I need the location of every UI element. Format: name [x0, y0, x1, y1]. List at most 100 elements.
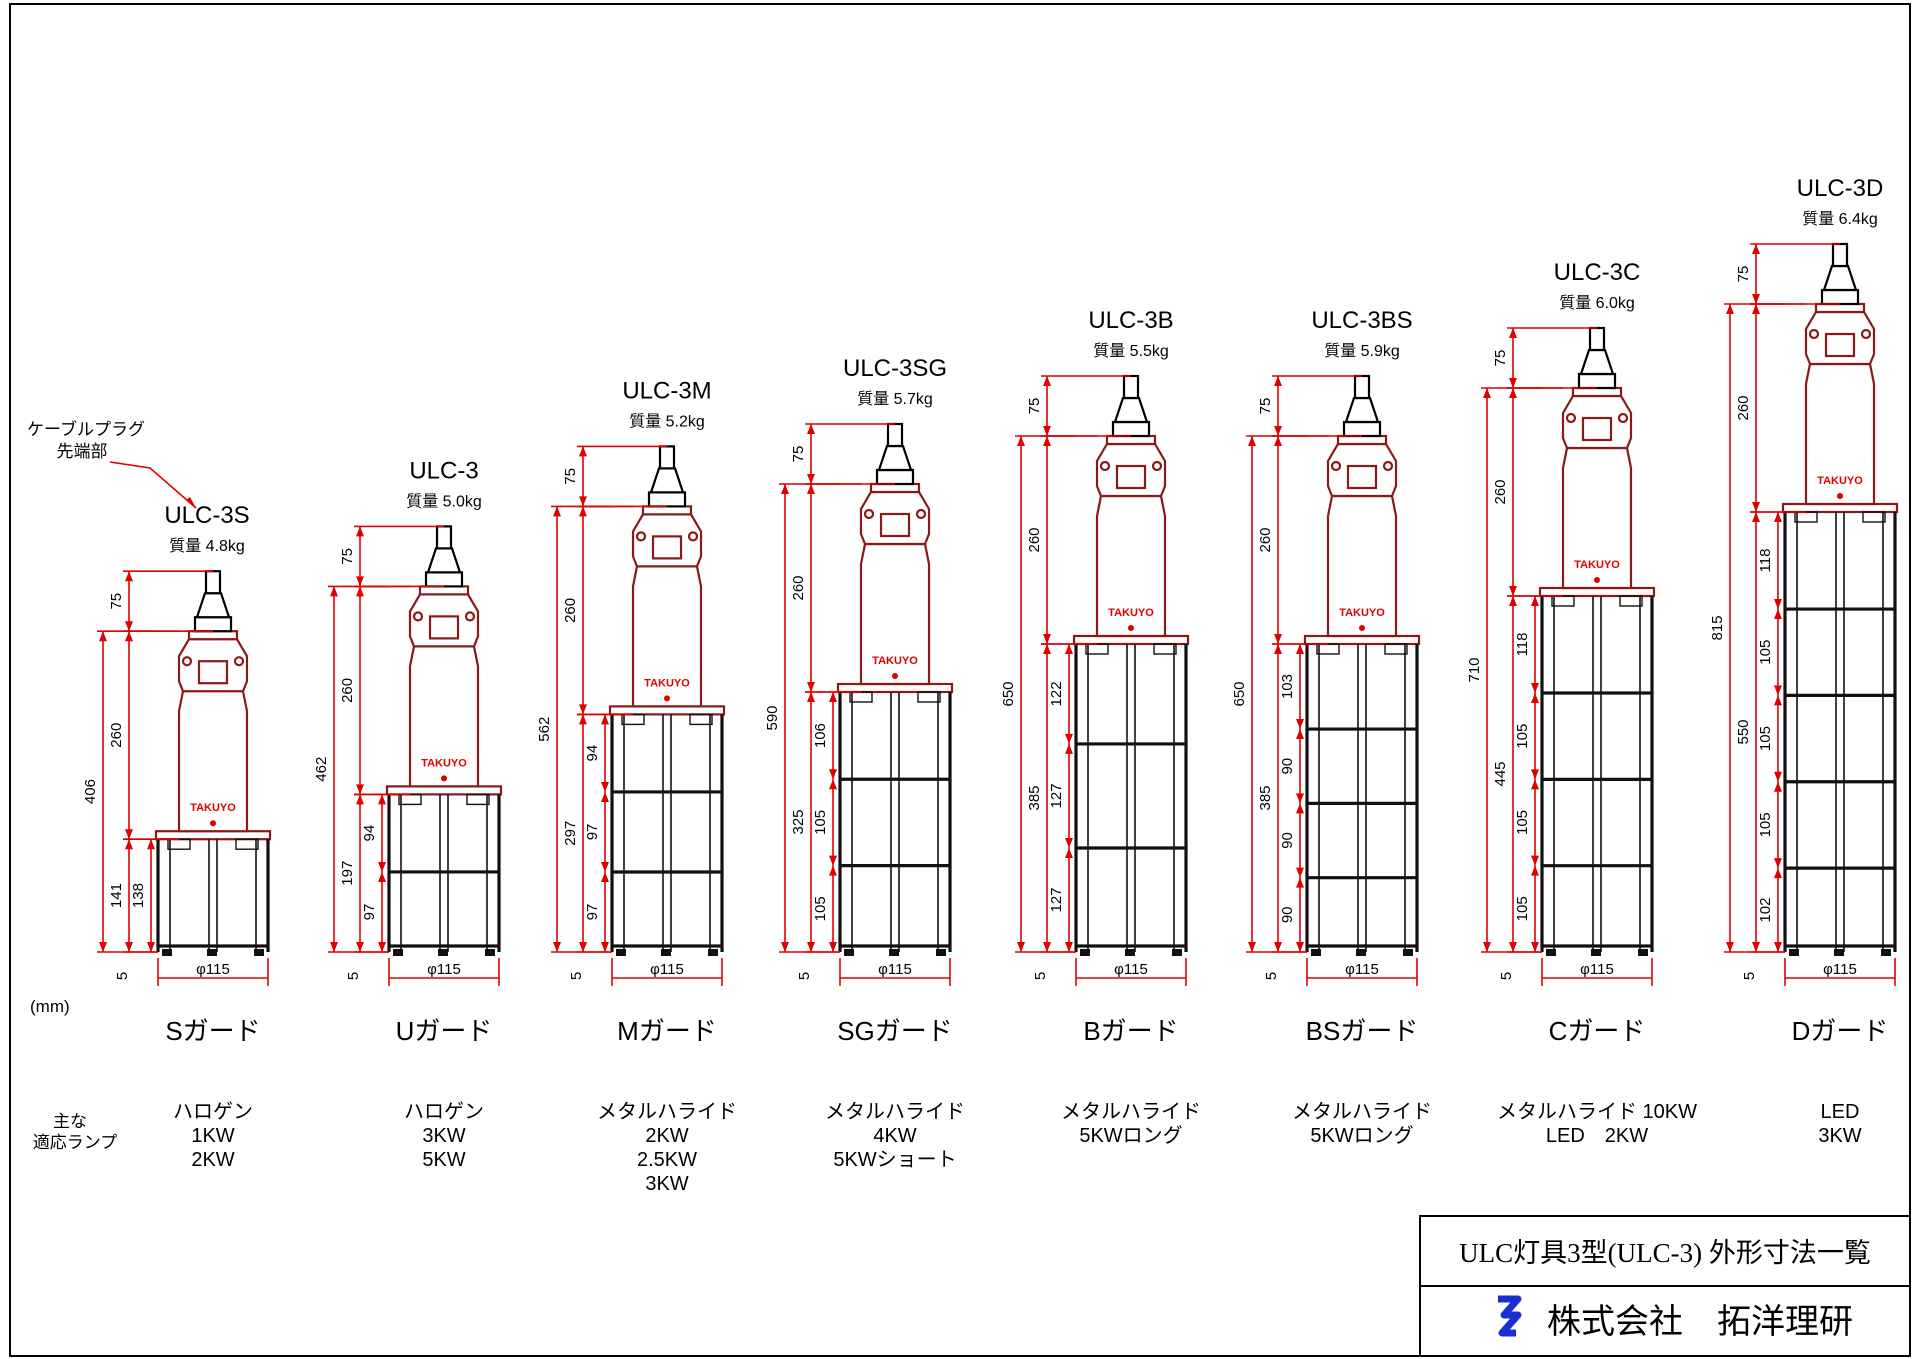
- cage-foot: [1080, 949, 1090, 956]
- dim-cage-sec-3-label: 97: [584, 904, 601, 921]
- cage-foot: [1403, 949, 1413, 956]
- brand-dot: [210, 820, 216, 827]
- dim-cage-arrow-bottom: [1274, 942, 1282, 952]
- lamp-type-1: メタルハライド: [825, 1100, 965, 1123]
- dim-body-arrow-bottom: [356, 784, 364, 795]
- dim-body-arrow-top: [807, 484, 815, 494]
- dimensions: 650 75 260 385 103 90 90 90 5 φ115: [1231, 375, 1418, 986]
- model-mass: 質量 5.7kg: [857, 390, 933, 408]
- dim-total-label: 650: [1000, 681, 1017, 706]
- dim-cage-sec-3-arrow-bottom: [1774, 771, 1782, 782]
- cable-plug: [193, 570, 233, 633]
- dim-plug-label: 75: [1026, 398, 1043, 415]
- dim-cage-label: 197: [339, 861, 356, 886]
- dim-diameter-label: φ115: [1114, 961, 1148, 978]
- dim-base-label: 5: [1263, 972, 1280, 980]
- lamp-bolt: [233, 656, 245, 667]
- dim-cage-sec-3-arrow-top: [1065, 847, 1073, 858]
- dim-plug-arrow-top: [356, 526, 364, 537]
- plug-nut: [1820, 288, 1860, 306]
- dim-body-arrow-top: [125, 631, 133, 642]
- dim-plug-arrow-top: [807, 424, 815, 434]
- dim-cage-sec-2-arrow-bottom: [1774, 685, 1782, 696]
- dim-cage-arrow-top: [579, 714, 587, 725]
- brand-mark: TAKUYO: [421, 757, 467, 769]
- dim-plug-arrow-bottom: [125, 621, 133, 632]
- lamp-bolt: [181, 656, 193, 667]
- dim-cage-arrow-top: [125, 839, 133, 850]
- dim-base-label: 5: [1032, 972, 1049, 980]
- brand-dot: [1128, 625, 1134, 631]
- dim-total-label: 650: [1231, 681, 1248, 706]
- plug-taper: [426, 547, 462, 574]
- cable-plug: [1342, 374, 1382, 438]
- model-name: ULC-3C: [1554, 259, 1641, 286]
- dim-total-label: 815: [1709, 615, 1726, 640]
- cage-bracket-left: [849, 691, 873, 703]
- lamp-type-2: 5KWロング: [1310, 1124, 1413, 1147]
- lamp-type-1: ハロゲン: [404, 1100, 484, 1123]
- plug-nut: [647, 491, 687, 508]
- cage-foot: [1546, 949, 1556, 956]
- guard-cage: [1781, 502, 1899, 956]
- drawing-title: ULC灯具3型(ULC-3) 外形寸法一覧: [1459, 1238, 1871, 1268]
- brand-mark: TAKUYO: [190, 802, 236, 814]
- plug-nut: [1111, 420, 1151, 438]
- dim-cage-arrow-top: [1043, 644, 1051, 654]
- cage-foot: [1591, 949, 1601, 956]
- brand-dot: [1359, 625, 1365, 631]
- brand-dot: [664, 695, 670, 702]
- dim-cage-arrow-top: [356, 794, 364, 805]
- lamp-window: [651, 535, 683, 560]
- dim-plug-arrow-bottom: [1043, 426, 1051, 436]
- dim-body-arrow-bottom: [1274, 634, 1282, 644]
- dim-body-label: 260: [1492, 479, 1509, 504]
- model-name: ULC-3BS: [1311, 307, 1412, 334]
- brand-dot: [441, 775, 447, 782]
- dim-cage-sec-3-arrow-bottom: [1531, 855, 1539, 866]
- dim-body-arrow-bottom: [579, 704, 587, 715]
- guard-name: Cガード: [1549, 1016, 1646, 1046]
- unit-label: (mm): [30, 997, 70, 1016]
- dim-cage-sec-2-arrow-bottom: [601, 861, 609, 872]
- cage-top-plate: [1072, 634, 1190, 646]
- dim-diameter-label: φ115: [1823, 961, 1857, 978]
- guard-name: Dガード: [1792, 1016, 1889, 1046]
- dim-cage-sec-1-label: 122: [1048, 681, 1065, 706]
- dim-cage-label: 385: [1257, 785, 1274, 810]
- dim-cage-sec-4-label: 105: [1514, 896, 1531, 921]
- dim-cage-sec-5-label: 102: [1757, 898, 1774, 923]
- cage-foot: [844, 949, 854, 956]
- cage-foot: [1172, 949, 1182, 956]
- brand-mark: TAKUYO: [644, 677, 690, 689]
- model-name: ULC-3SG: [843, 355, 947, 382]
- guard-cage: [1072, 634, 1190, 956]
- dim-cage-label: 297: [562, 821, 579, 846]
- cage-bracket-left: [1085, 643, 1109, 655]
- dim-cage-sec-2-arrow-bottom: [1531, 769, 1539, 780]
- cage-foot: [1356, 949, 1366, 956]
- model-name: ULC-3B: [1088, 307, 1173, 334]
- guard-cage: [608, 705, 726, 956]
- dim-cage-sec-3-label: 90: [1279, 832, 1296, 849]
- lamp-collar: [1814, 302, 1866, 314]
- lamp-bolt: [1151, 460, 1163, 472]
- model-mass: 質量 5.5kg: [1093, 342, 1169, 360]
- lamp-bolt: [687, 531, 699, 542]
- lamp-type-1: ハロゲン: [173, 1100, 253, 1123]
- dim-body-arrow-bottom: [1043, 634, 1051, 644]
- dim-body-arrow-top: [1043, 436, 1051, 446]
- dim-cage-label: 445: [1492, 761, 1509, 786]
- dim-cage-sec-1-arrow-top: [1774, 512, 1782, 522]
- dimensions: 462 75 260 197 94 97 5 φ115: [313, 525, 500, 986]
- dim-cage-label: 325: [790, 809, 807, 834]
- dim-cage-sec-1-arrow-top: [601, 714, 609, 725]
- lamp-bolt: [635, 531, 647, 542]
- lamp-type-1: メタルハライド: [1061, 1100, 1201, 1123]
- lamp-type-4: 3KW: [645, 1173, 688, 1195]
- dim-total-arrow-bottom: [330, 942, 338, 952]
- brand-dot: [1837, 493, 1843, 499]
- dim-base-label: 5: [1498, 972, 1515, 980]
- title-block: ULC灯具3型(ULC-3) 外形寸法一覧 株式会社 拓洋理研: [1419, 1215, 1911, 1357]
- cage-bracket-left: [1794, 511, 1818, 523]
